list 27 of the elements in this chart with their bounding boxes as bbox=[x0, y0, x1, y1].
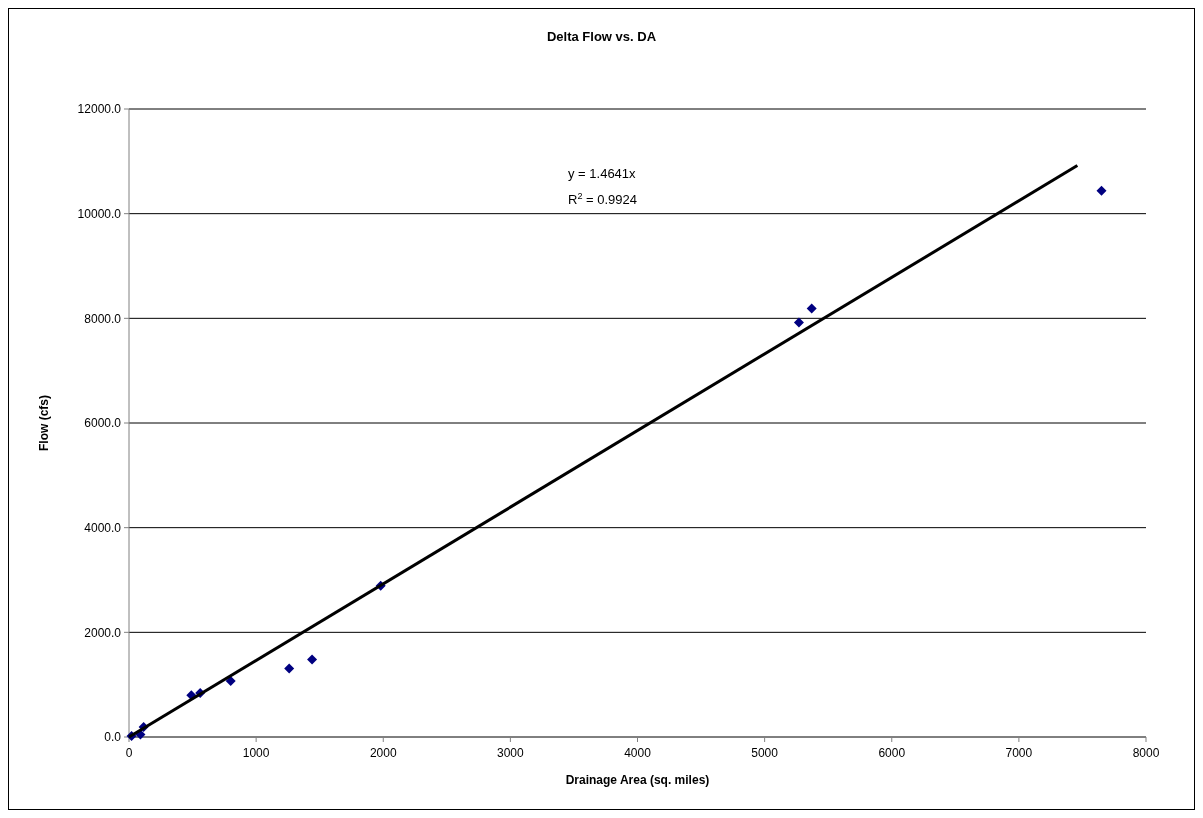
x-tick-label: 6000 bbox=[878, 746, 906, 760]
point bbox=[284, 663, 295, 674]
y-tick-label: 6000.0 bbox=[84, 416, 122, 431]
x-tick-label: 8000 bbox=[1132, 746, 1160, 760]
x-tick-label: 1000 bbox=[242, 746, 270, 760]
x-tick-label: 2000 bbox=[369, 746, 397, 760]
point bbox=[1096, 185, 1107, 196]
x-tick-label: 0 bbox=[125, 746, 133, 760]
y-tick-label: 2000.0 bbox=[84, 625, 122, 640]
annotation: R$^{2}$ = 0.9924 bbox=[568, 191, 638, 207]
point bbox=[225, 676, 236, 686]
y-tick-label: 0.0 bbox=[104, 730, 122, 745]
chart-title: Delta Flow vs. DA bbox=[546, 29, 657, 44]
y-tick-label: 10000.0 bbox=[77, 206, 122, 221]
y-tick-label: 12000.0 bbox=[77, 102, 122, 117]
annotation: y = 1.4641x bbox=[568, 166, 637, 181]
y-tick-label: 8000.0 bbox=[84, 311, 122, 326]
y-axis-title: Flow (cfs) bbox=[37, 395, 51, 451]
x-axis-title: Drainage Area (sq. miles) bbox=[565, 773, 710, 787]
y-tick-label: 4000.0 bbox=[84, 520, 122, 535]
x-tick-label: 5000 bbox=[751, 746, 779, 760]
x-tick-label: 4000 bbox=[624, 746, 652, 760]
point bbox=[793, 317, 804, 328]
x-tick-label: 7000 bbox=[1005, 746, 1033, 760]
point bbox=[806, 303, 817, 314]
point bbox=[307, 654, 318, 665]
x-tick-label: 3000 bbox=[497, 746, 525, 760]
